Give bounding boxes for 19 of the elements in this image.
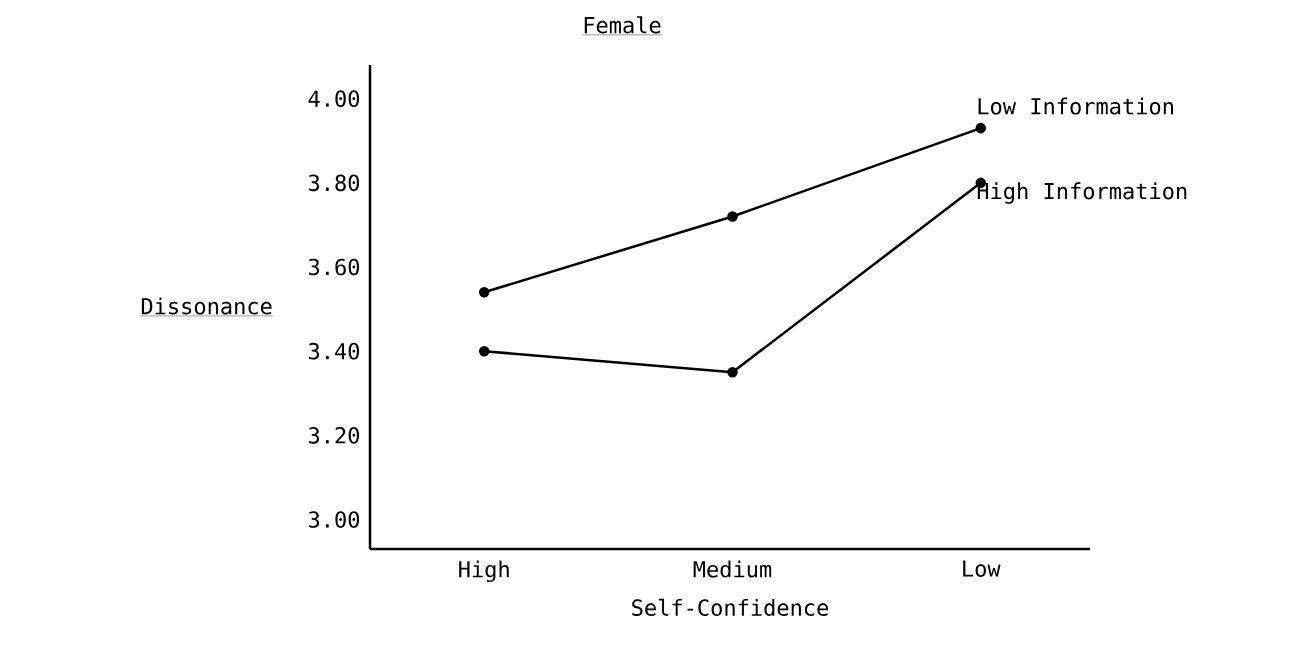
point xyxy=(727,366,738,378)
y-tick-label: 3.40 xyxy=(308,342,360,360)
point xyxy=(478,287,490,298)
series-label: High Information xyxy=(977,182,1187,204)
point xyxy=(478,345,490,357)
x-tick-label: Low xyxy=(963,560,1001,577)
y-tick-label: 3.80 xyxy=(308,174,360,192)
y-tick-label: 4.00 xyxy=(308,90,360,107)
y-tick-label: 3.00 xyxy=(308,511,360,528)
x-axis-title: Self-Confidence xyxy=(632,598,829,616)
series-label: Low Information xyxy=(978,97,1174,115)
x-tick-label: High xyxy=(459,560,509,582)
chart-title: Female xyxy=(584,16,661,34)
x-tick-label: Medium xyxy=(693,560,772,578)
y-tick-label: 3.60 xyxy=(308,258,360,276)
y-tick-label: 3.20 xyxy=(308,427,360,444)
point xyxy=(727,211,738,222)
y-axis-title: Dissonance xyxy=(141,297,272,315)
point xyxy=(975,122,987,134)
